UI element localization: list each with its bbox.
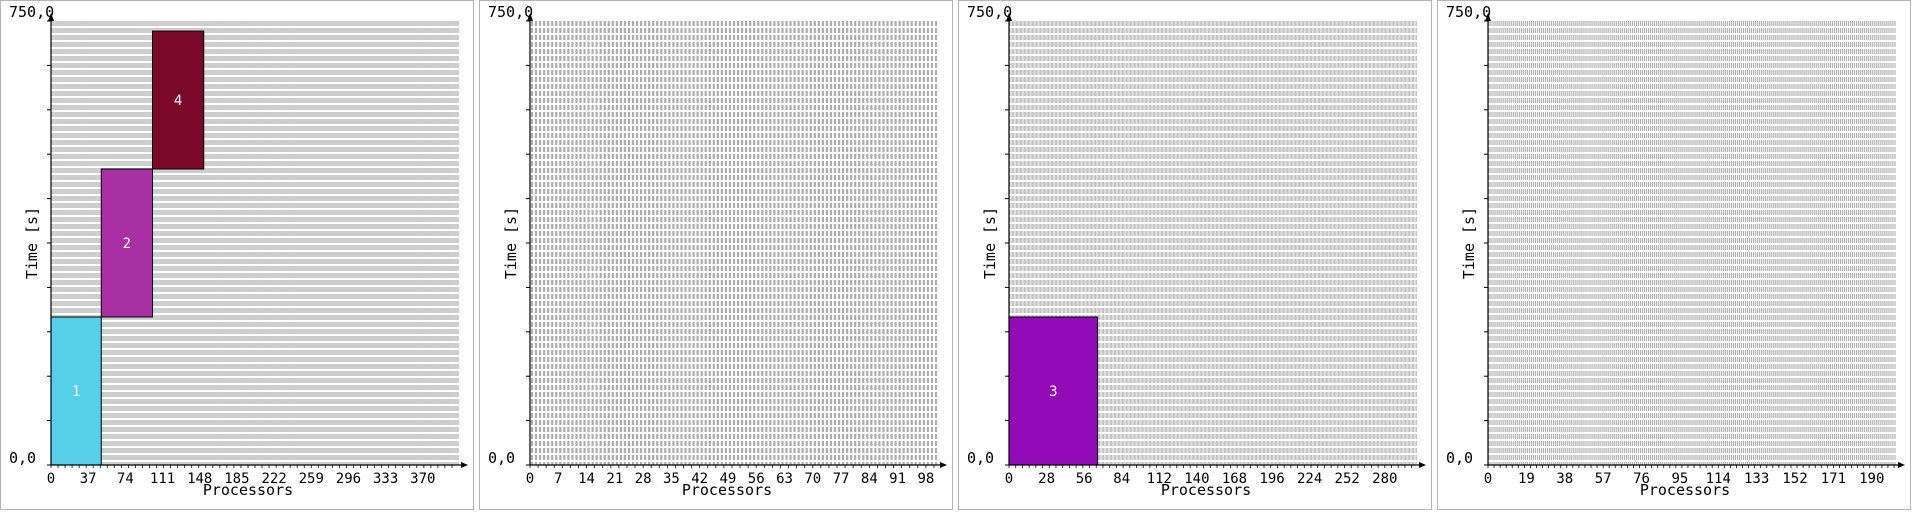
x-tick-label: 77	[833, 471, 850, 487]
x-tick-label: 114	[1706, 471, 1731, 487]
x-axis-arrow	[1898, 462, 1905, 468]
gantt-panel-2: 0 7 14 21 28 35 42 49 56 63 70 77 84 91 98 750,0 0,0 T…	[479, 0, 953, 510]
x-tick-label: 259	[299, 471, 324, 487]
job-1-label: 1	[72, 384, 80, 400]
x-tick-label: 252	[1335, 471, 1360, 487]
x-tick-label: 0	[526, 471, 534, 487]
x-tick-label: 296	[336, 471, 361, 487]
x-tick-label: 0	[47, 471, 55, 487]
x-tick-label: 196	[1259, 471, 1284, 487]
x-tick-label: 95	[1671, 471, 1688, 487]
y-max-label: 750,0	[1446, 3, 1492, 21]
x-tick-label: 19	[1518, 471, 1535, 487]
processor-grid	[530, 21, 938, 465]
y-max-label: 750,0	[9, 3, 55, 21]
gantt-panel-3: 3 0 28 56 84 112 140 168 196 224 252 280 750,0 0,0 …	[958, 0, 1432, 510]
x-tick-label: 35	[663, 471, 680, 487]
y-axis-title: Time [s]	[502, 206, 520, 280]
y-axis-title: Time [s]	[23, 206, 41, 280]
x-axis-title: Processors	[1160, 481, 1252, 499]
gantt-panel-4: 0 19 38 57 76 95 114 133 152 171 190 750,0 0,0 Tim…	[1437, 0, 1911, 510]
x-tick-label: 38	[1556, 471, 1573, 487]
x-tick-label: 171	[1821, 471, 1846, 487]
gantt-chart: 1 2 4 0 37 74 111 148 185 222 259 296 333 370	[47, 13, 468, 487]
x-tick-label: 152	[1782, 471, 1807, 487]
y-axis-arrow	[48, 13, 54, 21]
x-tick-label: 56	[748, 471, 765, 487]
gantt-chart: 0 7 14 21 28 35 42 49 56 63 70 77 84 91 98	[526, 13, 947, 487]
y-axis-arrow	[1485, 13, 1491, 21]
processor-grid	[51, 21, 459, 465]
y-axis-arrow	[1006, 13, 1012, 21]
y-min-label: 0,0	[488, 449, 516, 467]
y-min-label: 0,0	[9, 449, 37, 467]
y-min-label: 0,0	[967, 449, 995, 467]
x-tick-label: 21	[606, 471, 623, 487]
x-axis-title: Processors	[681, 481, 773, 499]
job-2-bar	[100, 168, 153, 318]
x-tick-label: 168	[1222, 471, 1247, 487]
x-tick-label: 224	[1297, 471, 1322, 487]
x-tick-label: 28	[635, 471, 652, 487]
job-2-label: 2	[123, 236, 131, 252]
y-max-label: 750,0	[967, 3, 1013, 21]
x-axis-title: Processors	[1639, 481, 1731, 499]
gantt-chart: 0 19 38 57 76 95 114 133 152 171 190	[1484, 13, 1905, 487]
x-tick-label: 74	[117, 471, 134, 487]
job-4-label: 4	[174, 93, 182, 109]
x-tick-label: 14	[578, 471, 595, 487]
x-tick-label: 84	[861, 471, 878, 487]
x-tick-label: 42	[691, 471, 708, 487]
x-tick-label: 112	[1147, 471, 1172, 487]
x-tick-label: 57	[1595, 471, 1612, 487]
job-3-bar	[1008, 316, 1099, 466]
y-min-label: 0,0	[1446, 449, 1474, 467]
job-4-bar	[151, 30, 205, 170]
x-tick-label: 70	[804, 471, 821, 487]
x-tick-label: 49	[720, 471, 737, 487]
x-tick-label: 333	[373, 471, 398, 487]
x-tick-label: 37	[80, 471, 97, 487]
x-tick-label: 28	[1038, 471, 1055, 487]
x-tick-label: 7	[554, 471, 562, 487]
x-tick-label: 280	[1372, 471, 1397, 487]
y-axis-arrow	[527, 13, 533, 21]
x-tick-label: 76	[1633, 471, 1650, 487]
gantt-chart: 3 0 28 56 84 112 140 168 196 224 252 280	[1005, 13, 1426, 487]
x-tick-label: 98	[917, 471, 934, 487]
x-tick-label: 185	[224, 471, 249, 487]
x-tick-label: 370	[410, 471, 435, 487]
x-tick-label: 84	[1113, 471, 1130, 487]
x-tick-label: 148	[187, 471, 212, 487]
job-1-bar	[50, 316, 102, 466]
y-max-label: 750,0	[488, 3, 534, 21]
x-tick-label: 140	[1184, 471, 1209, 487]
x-tick-label: 190	[1859, 471, 1884, 487]
x-axis-title: Processors	[202, 481, 294, 499]
x-axis-arrow	[940, 462, 947, 468]
y-axis-title: Time [s]	[1460, 206, 1478, 280]
job-3-label: 3	[1049, 384, 1057, 400]
x-axis-arrow	[461, 462, 468, 468]
x-tick-label: 222	[261, 471, 286, 487]
processor-grid	[1488, 21, 1896, 465]
x-tick-label: 111	[150, 471, 175, 487]
x-tick-label: 91	[889, 471, 906, 487]
processor-grid	[1009, 21, 1417, 465]
x-tick-label: 0	[1484, 471, 1492, 487]
y-axis-title: Time [s]	[981, 206, 999, 280]
x-tick-label: 0	[1005, 471, 1013, 487]
x-tick-label: 133	[1744, 471, 1769, 487]
x-axis-arrow	[1419, 462, 1426, 468]
gantt-panel-1: 1 2 4 0 37 74 111 148 185 222 259 296 333 370 750,0 0…	[0, 0, 474, 510]
x-tick-label: 56	[1076, 471, 1093, 487]
x-tick-label: 63	[776, 471, 793, 487]
